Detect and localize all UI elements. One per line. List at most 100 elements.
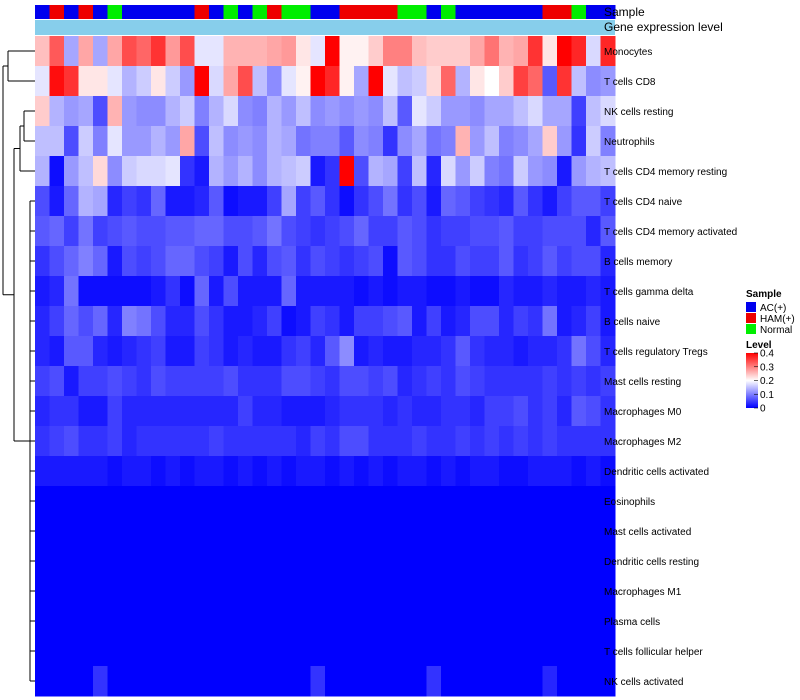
heatmap-cell-r11-c30 (455, 336, 471, 367)
heatmap-cell-r2-c16 (252, 66, 268, 97)
heatmap-cell-r16-c1 (35, 486, 50, 517)
heatmap-cell-r4-c28 (426, 126, 442, 157)
heatmap-cell-r4-c4 (78, 126, 94, 157)
sample-cell-15 (238, 5, 253, 19)
heatmap-cell-r18-c4 (78, 546, 94, 577)
heatmap-cell-r9-c28 (426, 276, 442, 307)
heatmap-cell-r6-c17 (267, 186, 282, 217)
heatmap-cell-r6-c22 (339, 186, 355, 217)
heatmap-cell-r17-c20 (310, 516, 326, 547)
heatmap-cell-r8-c11 (180, 246, 195, 277)
heatmap-cell-r15-c16 (252, 456, 268, 487)
heatmap-cell-r2-c23 (354, 66, 369, 97)
heatmap-cells (35, 36, 616, 697)
heatmap-cell-r10-c39 (586, 306, 601, 337)
heatmap-cell-r3-c21 (325, 96, 340, 127)
sample-cell-27 (412, 5, 427, 19)
heatmap-cell-r9-c26 (397, 276, 413, 307)
heatmap-cell-r12-c40 (600, 366, 616, 397)
heatmap-cell-r13-c23 (354, 396, 369, 427)
heatmap-cell-r11-c5 (93, 336, 108, 367)
heatmap-cell-r4-c9 (151, 126, 166, 157)
heatmap-cell-r12-c12 (194, 366, 210, 397)
heatmap-cell-r5-c36 (542, 156, 558, 187)
row-label-10: B cells naive (604, 317, 661, 328)
heatmap-cell-r12-c28 (426, 366, 442, 397)
heatmap-cell-r4-c18 (281, 126, 297, 157)
heatmap-cell-r12-c6 (107, 366, 123, 397)
row-label-3: NK cells resting (604, 107, 673, 118)
heatmap-cell-r20-c13 (209, 606, 224, 637)
heatmap-cell-r16-c32 (484, 486, 500, 517)
heatmap-cell-r15-c13 (209, 456, 224, 487)
heatmap-cell-r21-c3 (64, 636, 79, 667)
heatmap-cell-r7-c4 (78, 216, 94, 247)
heatmap-cell-r5-c13 (209, 156, 224, 187)
heatmap-cell-r6-c27 (412, 186, 427, 217)
heatmap-cell-r4-c15 (238, 126, 253, 157)
heatmap-cell-r19-c9 (151, 576, 166, 607)
heatmap-cell-r15-c22 (339, 456, 355, 487)
heatmap-cell-r14-c32 (484, 426, 500, 457)
heatmap-cell-r15-c2 (49, 456, 65, 487)
heatmap-cell-r15-c31 (470, 456, 485, 487)
heatmap-cell-r16-c25 (383, 486, 398, 517)
heatmap-cell-r11-c14 (223, 336, 239, 367)
heatmap-cell-r20-c33 (499, 606, 514, 637)
heatmap-cell-r7-c31 (470, 216, 485, 247)
heatmap-cell-r2-c8 (136, 66, 152, 97)
heatmap-cell-r6-c23 (354, 186, 369, 217)
heatmap-cell-r4-c19 (296, 126, 311, 157)
heatmap-cell-r22-c30 (455, 666, 471, 697)
heatmap-cell-r12-c20 (310, 366, 326, 397)
sample-cell-18 (281, 5, 297, 19)
heatmap-cell-r20-c19 (296, 606, 311, 637)
heatmap-cell-r21-c37 (557, 636, 572, 667)
heatmap-cell-r13-c31 (470, 396, 485, 427)
row-label-22: NK cells activated (604, 677, 683, 688)
heatmap-cell-r9-c5 (93, 276, 108, 307)
sample-cell-19 (296, 5, 311, 19)
heatmap-cell-r11-c28 (426, 336, 442, 367)
heatmap-cell-r8-c35 (528, 246, 543, 277)
heatmap-cell-r9-c19 (296, 276, 311, 307)
heatmap-cell-r14-c9 (151, 426, 166, 457)
heatmap-cell-r7-c13 (209, 216, 224, 247)
heatmap-cell-r6-c7 (122, 186, 137, 217)
heatmap-cell-r19-c38 (571, 576, 587, 607)
heatmap-cell-r5-c22 (339, 156, 355, 187)
heatmap-cell-r9-c20 (310, 276, 326, 307)
heatmap-cell-r13-c8 (136, 396, 152, 427)
heatmap-cell-r13-c24 (368, 396, 384, 427)
heatmap-cell-r16-c7 (122, 486, 137, 517)
heatmap-cell-r1-c15 (238, 36, 253, 67)
heatmap-cell-r7-c26 (397, 216, 413, 247)
heatmap-cell-r7-c5 (93, 216, 108, 247)
heatmap-cell-r17-c40 (600, 516, 616, 547)
legend: Sample AC(+)HAM(+)Normal Level 0.4 0.3 0.2… (746, 289, 795, 415)
heatmap-cell-r22-c1 (35, 666, 50, 697)
legend-sample-entries: AC(+)HAM(+)Normal (746, 302, 795, 336)
heatmap-cell-r5-c20 (310, 156, 326, 187)
heatmap-cell-r3-c17 (267, 96, 282, 127)
heatmap-cell-r4-c26 (397, 126, 413, 157)
heatmap-cell-r19-c14 (223, 576, 239, 607)
heatmap-cell-r6-c40 (600, 186, 616, 217)
sample-cell-8 (136, 5, 152, 19)
heatmap-cell-r2-c6 (107, 66, 123, 97)
heatmap-cell-r17-c1 (35, 516, 50, 547)
heatmap-cell-r5-c2 (49, 156, 65, 187)
heatmap-cell-r22-c14 (223, 666, 239, 697)
heatmap-cell-r6-c13 (209, 186, 224, 217)
heatmap-cell-r9-c12 (194, 276, 210, 307)
heatmap-cell-r4-c2 (49, 126, 65, 157)
heatmap-cell-r18-c8 (136, 546, 152, 577)
heatmap-cell-r17-c28 (426, 516, 442, 547)
heatmap-cell-r21-c4 (78, 636, 94, 667)
heatmap-cell-r11-c4 (78, 336, 94, 367)
heatmap-cell-r12-c10 (165, 366, 181, 397)
heatmap-cell-r18-c10 (165, 546, 181, 577)
heatmap-cell-r13-c4 (78, 396, 94, 427)
sample-cell-3 (64, 5, 79, 19)
heatmap-cell-r3-c38 (571, 96, 587, 127)
